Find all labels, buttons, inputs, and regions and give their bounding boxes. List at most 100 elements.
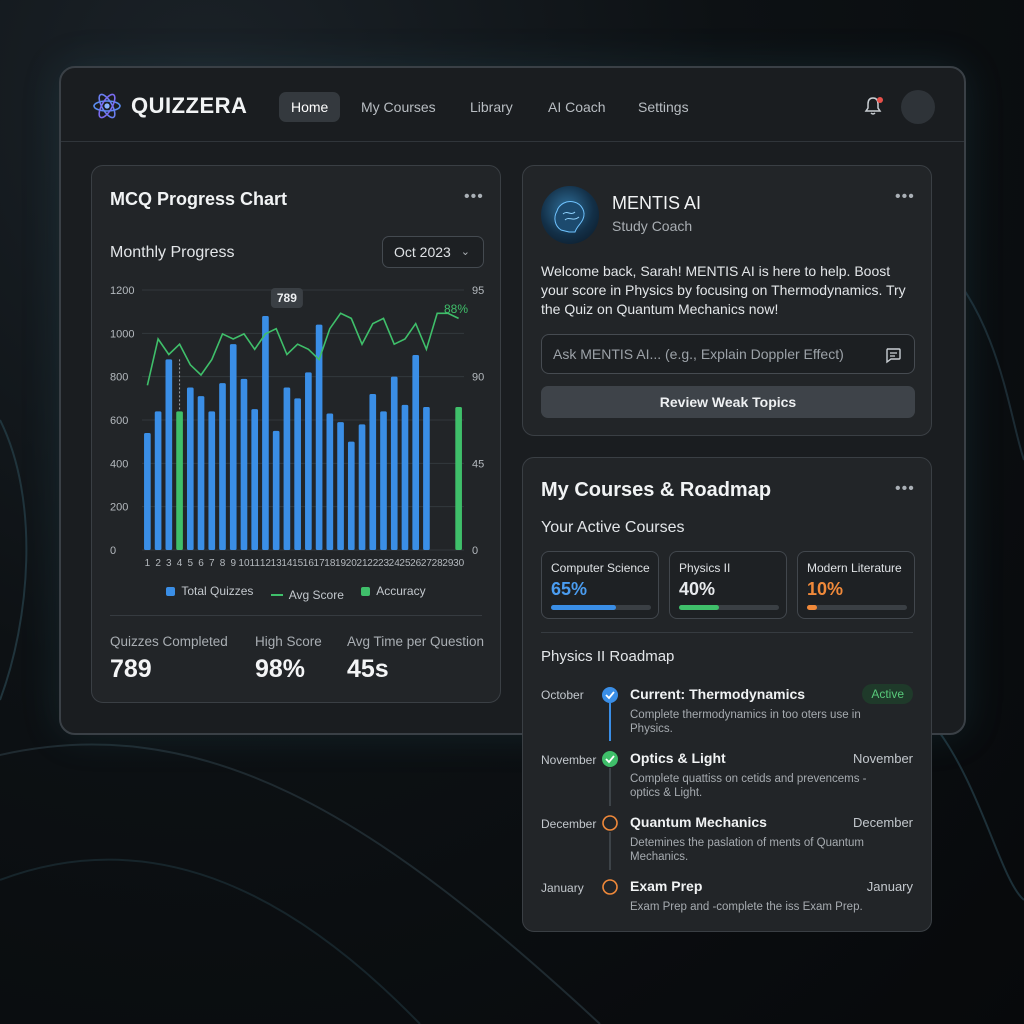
quiz-bar — [305, 372, 312, 550]
chart-legend: Total Quizzes Avg Score Accuracy — [92, 584, 500, 602]
legend-swatch-accuracy — [361, 586, 371, 596]
logo[interactable]: QUIZZERA — [91, 90, 247, 122]
x-tick-label: 21 — [356, 558, 368, 569]
roadmap-heading: Physics II Roadmap — [541, 648, 675, 665]
chart-card-title: MCQ Progress Chart — [110, 189, 288, 209]
legend-swatch-bar — [166, 586, 176, 596]
x-tick-label: 4 — [177, 558, 183, 569]
legend-total-quizzes: Total Quizzes — [166, 584, 253, 598]
roadmap-step-title[interactable]: Current: Thermodynamics — [630, 686, 806, 702]
review-weak-topics-button[interactable]: Review Weak Topics — [541, 386, 915, 418]
quiz-bar — [208, 411, 216, 550]
nav-my-courses[interactable]: My Courses — [361, 99, 436, 115]
quiz-bar — [358, 424, 366, 550]
course-progress-track — [551, 605, 651, 610]
course-card-computer-science[interactable]: Computer Science 65% — [541, 551, 659, 619]
chevron-down-icon: ⌄ — [460, 246, 470, 258]
quiz-bar — [197, 396, 205, 550]
stat-value-high-score: 98% — [255, 655, 306, 683]
x-tick-label: 13 — [271, 558, 283, 569]
nav-library[interactable]: Library — [470, 99, 513, 115]
chart-card-menu-icon[interactable]: ••• — [464, 188, 484, 205]
y-right-tick-label: 45 — [472, 458, 484, 470]
x-tick-label: 16 — [303, 558, 315, 569]
ask-ai-placeholder: Ask MENTIS AI... (e.g., Explain Doppler … — [553, 346, 844, 362]
y-left-tick-label: 1200 — [110, 285, 134, 297]
nav-ai-coach[interactable]: AI Coach — [548, 99, 606, 115]
stat-value-quizzes: 789 — [110, 655, 152, 683]
stat-label-quizzes: Quizzes Completed — [110, 634, 228, 649]
check-circle-icon — [602, 687, 618, 703]
quiz-bar — [294, 398, 301, 550]
empty-circle-icon — [602, 815, 618, 831]
course-card-modern-literature[interactable]: Modern Literature 10% — [797, 551, 915, 619]
y-left-tick-label: 600 — [110, 415, 128, 427]
x-tick-label: 23 — [378, 558, 390, 569]
roadmap-step-title[interactable]: Quantum Mechanics — [630, 814, 767, 830]
stat-label-avg-time: Avg Time per Question — [347, 634, 485, 649]
user-avatar[interactable] — [901, 90, 935, 124]
app-name: QUIZZERA — [131, 93, 248, 118]
x-tick-label: 19 — [335, 558, 347, 569]
roadmap-step-date: November — [853, 751, 913, 766]
x-tick-label: 30 — [453, 558, 465, 569]
nav-settings[interactable]: Settings — [638, 99, 689, 115]
roadmap-connector — [609, 832, 611, 870]
divider — [541, 632, 913, 633]
x-tick-label: 28 — [432, 558, 444, 569]
legend-accuracy: Accuracy — [361, 584, 426, 598]
month-select-value: Oct 2023 — [394, 244, 451, 260]
roadmap-step-desc: Complete thermodynamics in too oters use… — [630, 709, 861, 735]
status-badge: Active — [862, 684, 913, 704]
x-tick-label: 12 — [260, 558, 272, 569]
roadmap-connector — [609, 703, 611, 741]
x-tick-label: 2 — [155, 558, 161, 569]
course-percent: 40% — [679, 579, 716, 599]
courses-card-menu-icon[interactable]: ••• — [895, 480, 915, 497]
y-left-tick-label: 0 — [110, 545, 116, 557]
roadmap-connector — [609, 768, 611, 806]
roadmap-step-desc: Exam Prep and -complete the iss Exam Pre… — [630, 901, 863, 913]
quiz-bar — [240, 378, 248, 550]
x-tick-label: 5 — [188, 558, 194, 569]
check-circle-icon — [602, 751, 618, 767]
accuracy-bar — [455, 407, 462, 550]
month-select[interactable]: Oct 2023 ⌄ — [382, 236, 484, 268]
quiz-bar — [219, 383, 226, 550]
tooltip-value: 789 — [277, 291, 297, 305]
courses-roadmap-card: My Courses & Roadmap ••• Your Active Cou… — [522, 457, 932, 932]
ask-ai-input[interactable]: Ask MENTIS AI... (e.g., Explain Doppler … — [541, 334, 915, 374]
ai-card-menu-icon[interactable]: ••• — [895, 188, 915, 205]
course-name: Physics II — [679, 561, 731, 575]
chat-bubble-icon[interactable] — [884, 346, 902, 364]
x-tick-label: 7 — [209, 558, 215, 569]
ai-name: MENTIS AI — [612, 193, 702, 213]
accuracy-bar — [176, 411, 183, 550]
y-left-tick-label: 1000 — [110, 328, 134, 340]
x-tick-label: 10 — [238, 558, 250, 569]
atom-icon — [93, 93, 121, 119]
courses-card-title: My Courses & Roadmap — [541, 479, 772, 501]
x-tick-label: 29 — [442, 558, 454, 569]
quiz-bar — [390, 376, 398, 550]
roadmap-step-title[interactable]: Optics & Light — [630, 750, 726, 766]
course-progress-fill — [807, 605, 817, 610]
chart-subtitle: Monthly Progress — [110, 244, 235, 261]
course-percent: 10% — [807, 579, 844, 599]
roadmap-step-title[interactable]: Exam Prep — [630, 878, 703, 894]
roadmap-month: January — [541, 881, 584, 895]
bell-icon[interactable] — [864, 96, 882, 116]
active-courses-heading: Your Active Courses — [541, 519, 685, 536]
course-name: Computer Science — [551, 561, 650, 575]
course-card-physics-ii[interactable]: Physics II 40% — [669, 551, 787, 619]
y-left-tick-label: 200 — [110, 502, 128, 514]
nav-home[interactable]: Home — [279, 92, 341, 122]
legend-label: Accuracy — [376, 584, 426, 598]
legend-swatch-line — [270, 593, 283, 596]
roadmap-step-desc: Complete quattiss on cetids and prevence… — [630, 773, 867, 799]
quiz-bar — [186, 387, 194, 550]
mcq-progress-card: MCQ Progress Chart ••• Monthly Progress … — [91, 165, 501, 703]
quiz-bar — [412, 355, 420, 550]
roadmap-month: December — [541, 817, 597, 831]
quiz-bar — [144, 433, 151, 550]
